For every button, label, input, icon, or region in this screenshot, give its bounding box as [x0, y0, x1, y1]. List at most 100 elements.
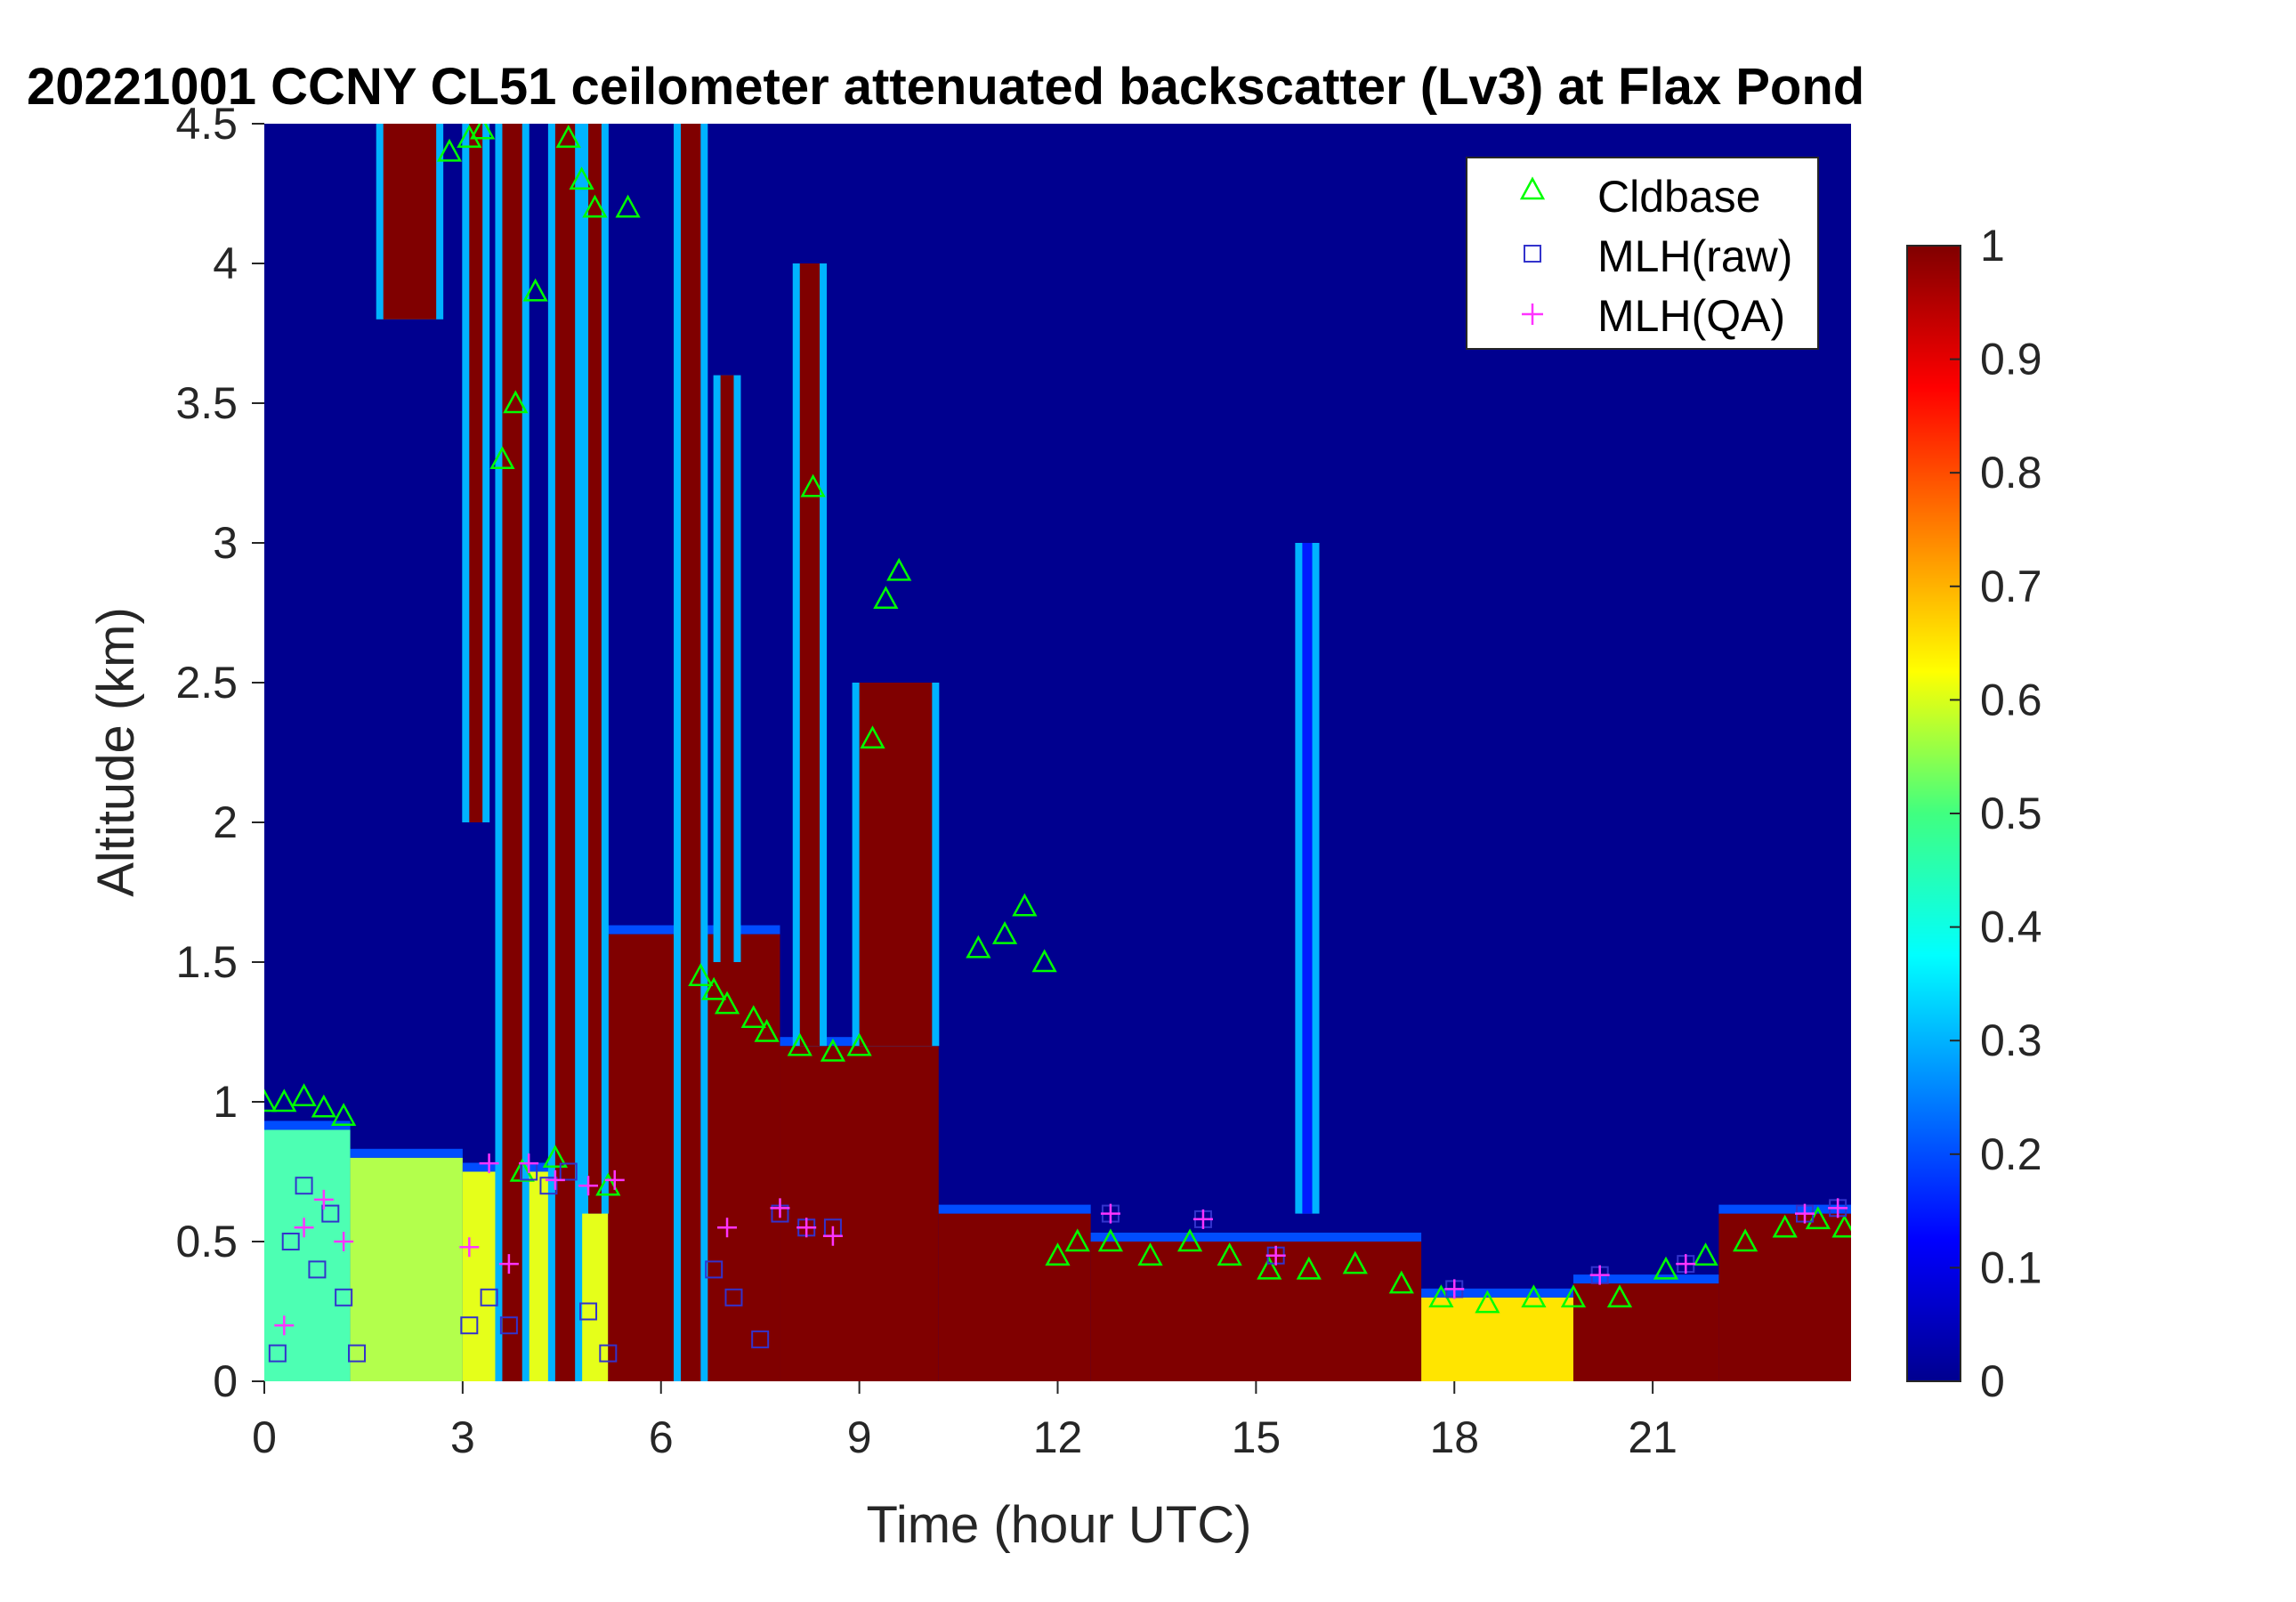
cldbase-point — [1176, 1228, 1203, 1252]
cldbase-point — [1012, 893, 1038, 917]
mlh-raw-point — [559, 1162, 578, 1181]
cldbase-point — [436, 138, 463, 162]
cldbase-point — [820, 1038, 846, 1062]
cldbase-point — [1045, 1242, 1071, 1266]
cldbase-point — [1831, 1214, 1851, 1238]
x-tick-label: 12 — [1033, 1412, 1083, 1462]
mlh-qa-point — [1100, 1203, 1120, 1224]
backscatter-plume — [799, 263, 821, 1047]
colorbar: 0 0.1 0.2 0.3 0.4 0.5 0.6 0.7 0.8 0.9 1 — [1906, 221, 2042, 1406]
cldbase-point — [271, 1088, 297, 1112]
mlh-qa-point — [545, 1169, 565, 1190]
cldbase-point — [701, 976, 727, 1000]
cldbase-point — [714, 991, 740, 1015]
mlh-qa-point — [1192, 1209, 1213, 1229]
backscatter-plume — [1302, 543, 1313, 1214]
mlh-raw-point — [308, 1260, 327, 1279]
cldbase-point — [542, 1145, 568, 1169]
backscatter-layer — [780, 1046, 939, 1381]
backscatter-plume — [469, 124, 483, 822]
x-tick-label: 3 — [450, 1412, 475, 1462]
cldbase-point — [873, 586, 899, 610]
cldbase-point — [991, 920, 1018, 944]
mlh-qa-point — [479, 1153, 499, 1174]
cldbase-point — [555, 125, 581, 148]
backscatter-layer-edge — [1090, 1233, 1422, 1242]
backscatter-layer-edge — [938, 1204, 1091, 1214]
mlh-qa-point — [1444, 1279, 1465, 1299]
x-axis: 0 3 6 9 12 15 18 21 — [252, 1381, 1678, 1462]
cldbase-point — [754, 1018, 780, 1042]
mlh-raw-point — [480, 1288, 498, 1307]
cldbase-point — [615, 194, 641, 218]
mlh-qa-point — [717, 1218, 738, 1238]
cldbase-point — [457, 125, 482, 148]
y-axis-label: Altitude (km) — [87, 607, 145, 897]
cldbase-point — [291, 1083, 317, 1106]
mlh-raw-point — [724, 1288, 743, 1307]
mlh-qa-point — [459, 1237, 480, 1258]
backscatter-layer — [264, 1129, 351, 1381]
mlh-raw-point — [321, 1204, 340, 1223]
mlh-raw-point — [705, 1260, 724, 1279]
colorbar-ticks: 0 0.1 0.2 0.3 0.4 0.5 0.6 0.7 0.8 0.9 1 — [1950, 221, 2042, 1406]
colorbar-tick-label: 0.4 — [1980, 902, 2042, 952]
cldbase-point — [264, 1088, 278, 1112]
cldbase-point — [1217, 1242, 1242, 1266]
x-tick-label: 6 — [649, 1412, 674, 1462]
backscatter-layer — [350, 1157, 463, 1381]
mlh-qa-point — [1828, 1198, 1848, 1218]
cldbase-point — [1296, 1256, 1322, 1280]
mlh-qa-markers — [274, 1153, 1848, 1336]
cldbase-point — [966, 934, 991, 959]
x-tick-label: 9 — [847, 1412, 872, 1462]
y-axis: 0 0.5 1 1.5 2 2.5 3 3.5 4 4.5 — [175, 99, 264, 1406]
mlh-qa-point — [519, 1153, 539, 1174]
mlh-qa-point — [313, 1189, 334, 1210]
legend-label-mlh-qa: MLH(QA) — [1597, 291, 1785, 341]
cldbase-point — [522, 278, 548, 302]
mlh-qa-point — [796, 1218, 817, 1238]
cldbase-point — [1521, 1284, 1547, 1308]
cldbase-point — [1137, 1242, 1163, 1266]
colorbar-tick-label: 0.1 — [1980, 1242, 2042, 1292]
cldbase-point — [582, 194, 608, 218]
backscatter-layer-edge — [350, 1148, 463, 1158]
y-tick-label: 1.5 — [175, 937, 238, 987]
cldbase-point — [1257, 1256, 1282, 1280]
colorbar-tick-label: 1 — [1980, 221, 2005, 271]
backscatter-layer-edge — [1572, 1274, 1719, 1284]
cldbase-point — [1342, 1250, 1368, 1274]
cldbase-point — [1772, 1214, 1798, 1238]
backscatter-plume — [859, 683, 933, 1047]
backscatter-plume — [588, 124, 602, 1214]
legend-triangle-icon — [1519, 176, 1546, 200]
mlh-raw-point — [268, 1344, 287, 1363]
y-tick-label: 1 — [213, 1077, 238, 1127]
cldbase-point — [1693, 1242, 1718, 1266]
chart-title: 20221001 CCNY CL51 ceilometer attenuated… — [27, 58, 1864, 116]
colorbar-tick-label: 0 — [1980, 1356, 2005, 1406]
mlh-raw-point — [348, 1344, 367, 1363]
mlh-qa-point — [1795, 1203, 1815, 1224]
cldbase-markers — [264, 124, 1851, 1314]
cldbase-point — [489, 446, 515, 470]
colorbar-tick-label: 0.2 — [1980, 1129, 2042, 1179]
colorbar-tick-label: 0.8 — [1980, 448, 2042, 498]
cldbase-point — [688, 963, 714, 986]
mlh-qa-point — [1265, 1245, 1286, 1266]
mlh-raw-point — [281, 1233, 300, 1250]
x-tick-label: 21 — [1628, 1412, 1678, 1462]
backscatter-layer-edge — [264, 1121, 351, 1130]
y-tick-label: 2 — [213, 797, 238, 847]
mlh-raw-point — [539, 1177, 558, 1195]
y-tick-label: 0.5 — [175, 1217, 238, 1266]
backscatter-layers — [264, 925, 1851, 1381]
cldbase-point — [1097, 1228, 1124, 1252]
mlh-qa-point — [294, 1218, 314, 1238]
y-tick-label: 4 — [213, 239, 238, 288]
colorbar-tick-label: 0.5 — [1980, 789, 2042, 838]
backscatter-plume — [554, 124, 576, 1381]
cldbase-point — [311, 1094, 336, 1118]
